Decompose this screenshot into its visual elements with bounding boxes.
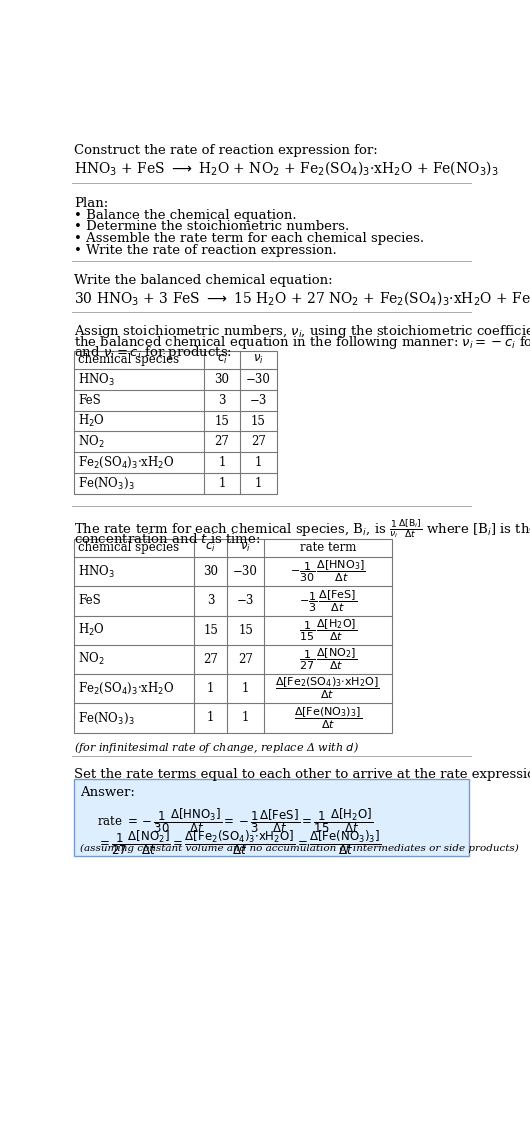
Text: • Balance the chemical equation.: • Balance the chemical equation. (74, 209, 297, 222)
Text: chemical species: chemical species (78, 542, 179, 554)
Text: $c_i$: $c_i$ (217, 353, 227, 366)
Text: Plan:: Plan: (74, 197, 108, 209)
Text: 1: 1 (255, 456, 262, 469)
Text: Set the rate terms equal to each other to arrive at the rate expression:: Set the rate terms equal to each other t… (74, 768, 530, 781)
Text: 1: 1 (242, 711, 249, 725)
Text: 1: 1 (255, 477, 262, 490)
Text: (for infinitesimal rate of change, replace Δ with $d$): (for infinitesimal rate of change, repla… (74, 740, 359, 756)
Text: $\dfrac{\Delta[\mathrm{Fe(NO_3)_3}]}{\Delta t}$: $\dfrac{\Delta[\mathrm{Fe(NO_3)_3}]}{\De… (294, 706, 362, 731)
Text: H$_2$O: H$_2$O (78, 413, 105, 429)
Text: NO$_2$: NO$_2$ (78, 651, 104, 668)
Text: 1: 1 (207, 711, 215, 725)
Text: $= \dfrac{1}{27}\dfrac{\Delta[\mathrm{NO_2}]}{\Delta t} = \dfrac{\Delta[\mathrm{: $= \dfrac{1}{27}\dfrac{\Delta[\mathrm{NO… (97, 828, 381, 857)
Text: HNO$_3$: HNO$_3$ (78, 563, 114, 579)
Bar (74, 538, 392, 733)
Text: 15: 15 (204, 624, 218, 636)
Text: $-\dfrac{1}{3}\,\dfrac{\Delta[\mathrm{FeS}]}{\Delta t}$: $-\dfrac{1}{3}\,\dfrac{\Delta[\mathrm{Fe… (299, 588, 357, 613)
Text: and $\nu_i = c_i$ for products:: and $\nu_i = c_i$ for products: (74, 345, 232, 362)
Text: Fe$_2$(SO$_4$)$_3$·xH$_2$O: Fe$_2$(SO$_4$)$_3$·xH$_2$O (78, 455, 174, 470)
Text: FeS: FeS (78, 394, 101, 406)
Text: 15: 15 (215, 414, 229, 428)
Text: 30: 30 (215, 373, 229, 386)
Text: Fe$_2$(SO$_4$)$_3$·xH$_2$O: Fe$_2$(SO$_4$)$_3$·xH$_2$O (78, 681, 174, 696)
Text: concentration and $t$ is time:: concentration and $t$ is time: (74, 533, 260, 546)
Text: 27: 27 (238, 653, 253, 666)
Text: $\dfrac{\Delta[\mathrm{Fe_2(SO_4)_3{\cdot}xH_2O}]}{\Delta t}$: $\dfrac{\Delta[\mathrm{Fe_2(SO_4)_3{\cdo… (276, 676, 380, 701)
Text: H$_2$O: H$_2$O (78, 622, 105, 638)
Text: chemical species: chemical species (78, 354, 179, 366)
Text: −30: −30 (246, 373, 271, 386)
Text: the balanced chemical equation in the following manner: $\nu_i = -c_i$ for react: the balanced chemical equation in the fo… (74, 333, 530, 351)
Text: 1: 1 (242, 682, 249, 695)
Text: Assign stoichiometric numbers, $\nu_i$, using the stoichiometric coefficients, $: Assign stoichiometric numbers, $\nu_i$, … (74, 323, 530, 340)
Text: −30: −30 (233, 566, 258, 578)
Text: HNO$_3$: HNO$_3$ (78, 371, 114, 388)
Text: • Assemble the rate term for each chemical species.: • Assemble the rate term for each chemic… (74, 232, 424, 245)
Text: $\dfrac{1}{27}\,\dfrac{\Delta[\mathrm{NO_2}]}{\Delta t}$: $\dfrac{1}{27}\,\dfrac{\Delta[\mathrm{NO… (299, 646, 357, 673)
Text: 27: 27 (215, 436, 229, 448)
Text: 3: 3 (218, 394, 226, 406)
Text: 3: 3 (207, 594, 215, 608)
Text: 27: 27 (204, 653, 218, 666)
Text: 30: 30 (204, 566, 218, 578)
Text: rate term: rate term (299, 542, 356, 554)
Text: 15: 15 (238, 624, 253, 636)
Text: • Write the rate of reaction expression.: • Write the rate of reaction expression. (74, 244, 337, 256)
Bar (74, 351, 277, 494)
Text: NO$_2$: NO$_2$ (78, 434, 104, 450)
Text: −3: −3 (237, 594, 254, 608)
Text: 1: 1 (218, 477, 226, 490)
Text: 30 HNO$_3$ + 3 FeS $\longrightarrow$ 15 H$_2$O + 27 NO$_2$ + Fe$_2$(SO$_4$)$_3$·: 30 HNO$_3$ + 3 FeS $\longrightarrow$ 15 … (74, 289, 530, 307)
Text: Write the balanced chemical equation:: Write the balanced chemical equation: (74, 273, 333, 287)
Text: 27: 27 (251, 436, 266, 448)
Text: 15: 15 (251, 414, 266, 428)
Text: Answer:: Answer: (80, 786, 135, 799)
Text: FeS: FeS (78, 594, 101, 608)
Text: $c_i$: $c_i$ (206, 542, 216, 554)
Bar (74, 778, 469, 856)
Text: HNO$_3$ + FeS $\longrightarrow$ H$_2$O + NO$_2$ + Fe$_2$(SO$_4$)$_3$·xH$_2$O + F: HNO$_3$ + FeS $\longrightarrow$ H$_2$O +… (74, 159, 499, 178)
Text: 1: 1 (218, 456, 226, 469)
Text: (assuming constant volume and no accumulation of intermediates or side products): (assuming constant volume and no accumul… (80, 843, 519, 852)
Text: Fe(NO$_3$)$_3$: Fe(NO$_3$)$_3$ (78, 476, 135, 490)
Text: 1: 1 (207, 682, 215, 695)
Text: Fe(NO$_3$)$_3$: Fe(NO$_3$)$_3$ (78, 710, 135, 726)
Text: $\dfrac{1}{15}\,\dfrac{\Delta[\mathrm{H_2O}]}{\Delta t}$: $\dfrac{1}{15}\,\dfrac{\Delta[\mathrm{H_… (299, 618, 357, 643)
Text: $\nu_i$: $\nu_i$ (240, 542, 251, 554)
Text: Construct the rate of reaction expression for:: Construct the rate of reaction expressio… (74, 145, 378, 157)
Text: • Determine the stoichiometric numbers.: • Determine the stoichiometric numbers. (74, 221, 349, 233)
Text: $\nu_i$: $\nu_i$ (253, 353, 264, 366)
Text: rate $= -\dfrac{1}{30}\dfrac{\Delta[\mathrm{HNO_3}]}{\Delta t} = -\dfrac{1}{3}\d: rate $= -\dfrac{1}{30}\dfrac{\Delta[\mat… (97, 807, 374, 835)
Text: −3: −3 (250, 394, 267, 406)
Text: The rate term for each chemical species, B$_i$, is $\frac{1}{\nu_i}\frac{\Delta[: The rate term for each chemical species,… (74, 517, 530, 539)
Text: $-\dfrac{1}{30}\,\dfrac{\Delta[\mathrm{HNO_3}]}{\Delta t}$: $-\dfrac{1}{30}\,\dfrac{\Delta[\mathrm{H… (290, 559, 366, 584)
